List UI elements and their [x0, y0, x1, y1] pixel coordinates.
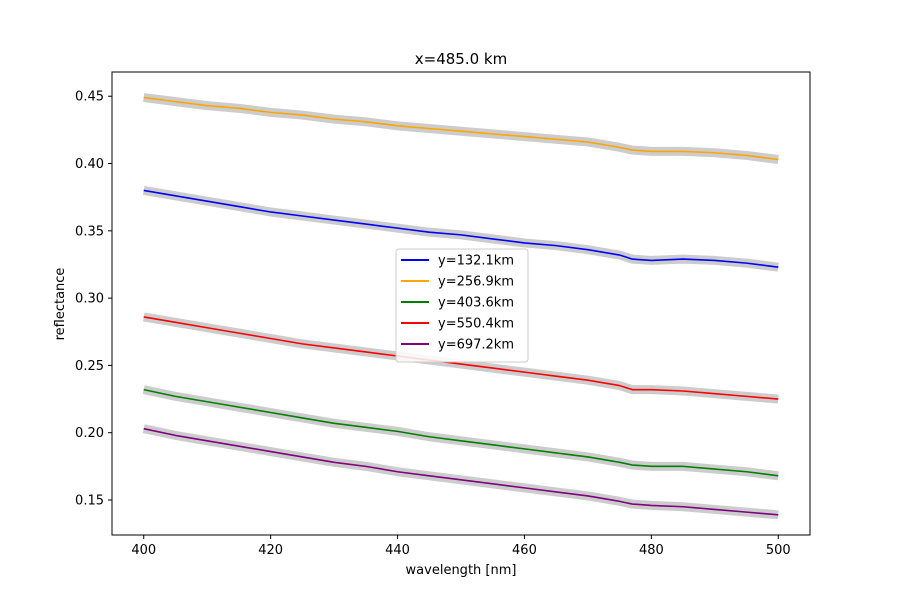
plot-area: 400 420 440 460 480 500 0.150.200.250.300.350…: [75, 71, 811, 558]
y-tick-label: 0.25: [75, 359, 104, 374]
x-tick-label: 460: [512, 543, 537, 558]
x-axis-label: wavelength [nm]: [406, 563, 517, 578]
legend-box: [395, 248, 529, 363]
plot-frame: [111, 71, 811, 536]
y-tick-label: 0.40: [75, 157, 104, 172]
x-tick-label: 440: [385, 543, 410, 558]
y-tick-label: 0.15: [75, 494, 104, 509]
series-lines: [143, 96, 779, 516]
y-tick-label: 0.35: [75, 224, 104, 239]
x-tick-label: 480: [639, 543, 664, 558]
y-tick-label: 0.45: [75, 90, 104, 105]
x-tick-label: 420: [258, 543, 283, 558]
legend-label: y=550.4km: [438, 317, 514, 332]
series-line-3: [143, 316, 779, 400]
x-tick-label: 400: [131, 543, 156, 558]
x-axis-ticks: 400 420 440 460 480 500: [131, 535, 791, 558]
series-line-4: [143, 427, 779, 516]
legend-label: y=132.1km: [438, 254, 514, 269]
legend-label: y=256.9km: [438, 275, 514, 290]
chart-title: x=485.0 km: [415, 50, 507, 68]
series-line-1: [143, 96, 779, 161]
legend-label: y=697.2km: [438, 338, 514, 353]
legend: y=132.1km y=256.9km y=403.6km y=550.4km y=69…: [395, 248, 529, 363]
y-axis-label: reflectance: [53, 268, 68, 341]
y-tick-label: 0.20: [75, 426, 104, 441]
y-axis-ticks: 0.15 0.20 0.25 0.30 0.35 0.40 0.45: [75, 90, 112, 509]
y-tick-label: 0.30: [75, 292, 104, 307]
x-tick-label: 500: [766, 543, 791, 558]
series-line-0: [143, 189, 779, 268]
series-line-2: [143, 388, 779, 477]
legend-label: y=403.6km: [438, 296, 514, 311]
